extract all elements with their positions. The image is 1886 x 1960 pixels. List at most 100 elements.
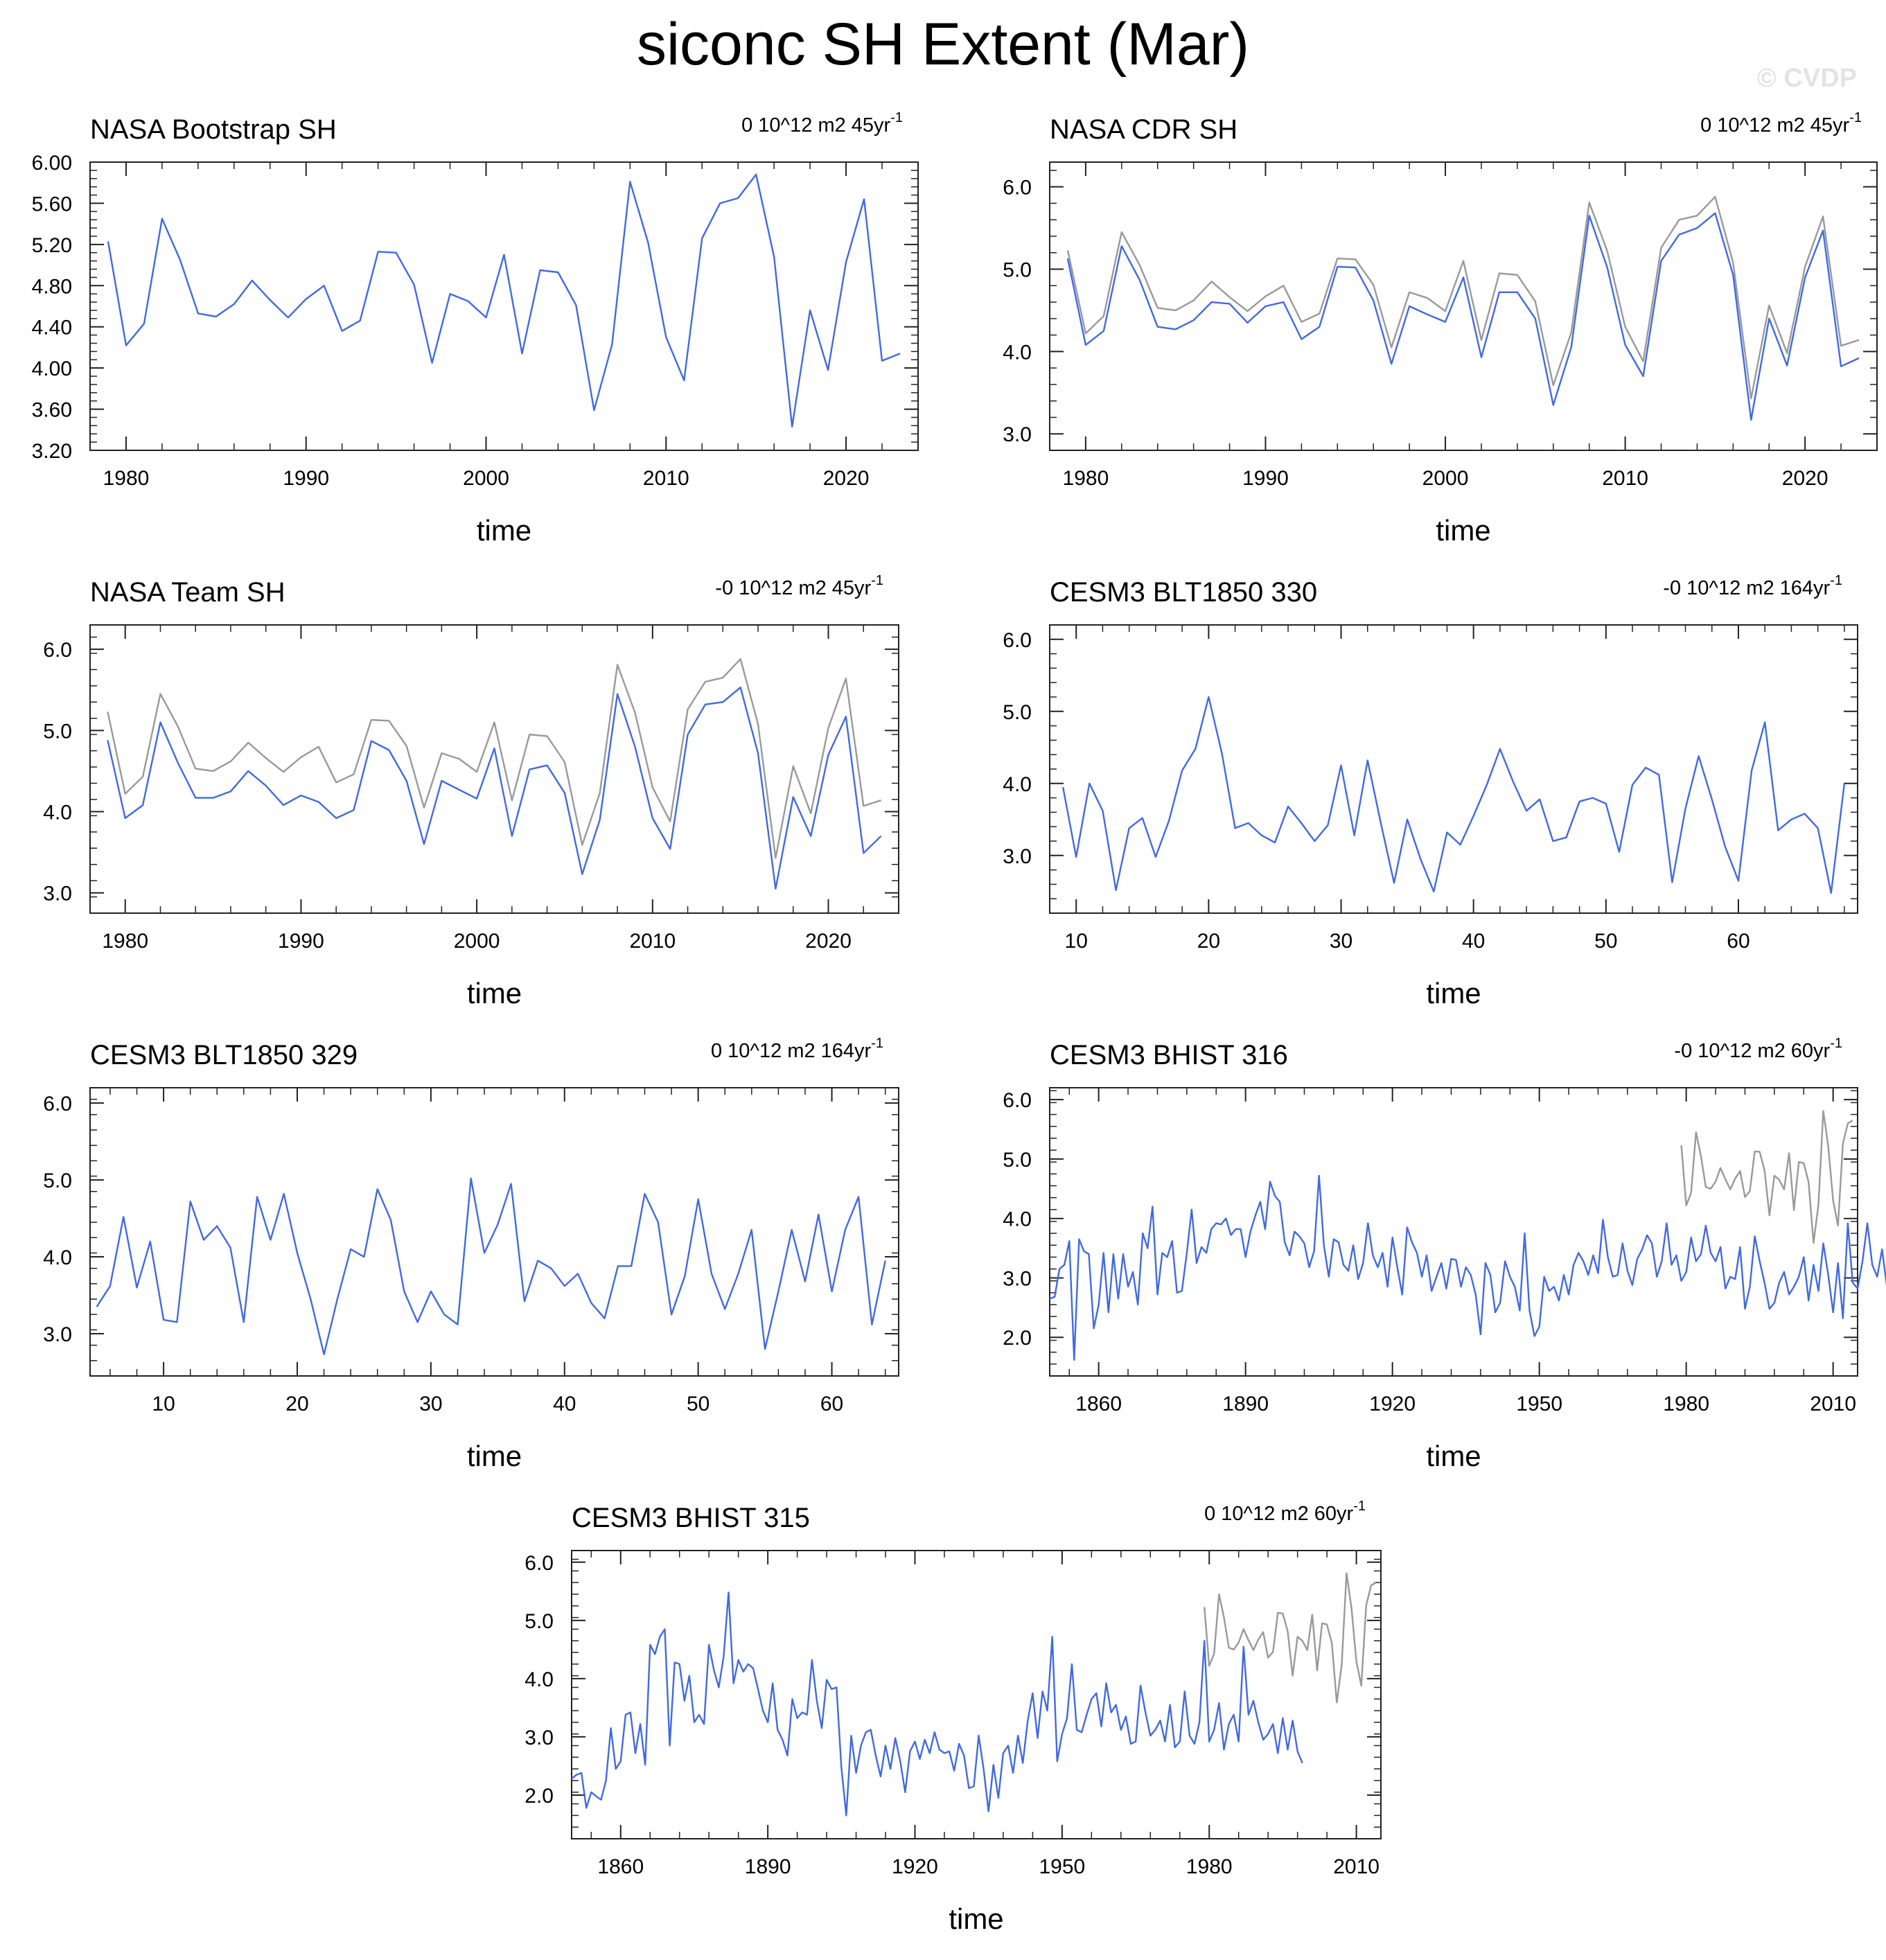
- series-line-model: [1066, 212, 1860, 421]
- trend-value: -0 10^12 m2 45yr: [715, 577, 871, 599]
- x-axis-label: time: [467, 1440, 522, 1472]
- series-line-observation: [1204, 1572, 1377, 1704]
- trend-label: 0 10^12 m2 45yr-1: [1700, 110, 1862, 136]
- x-tick-label: 2010: [629, 930, 676, 953]
- x-tick-label: 1980: [103, 467, 150, 490]
- y-tick-label: 5.0: [525, 1610, 554, 1633]
- plot-frame: [571, 1550, 1382, 1839]
- y-tick-label: 3.0: [43, 1323, 72, 1346]
- plot-frame: [89, 161, 919, 451]
- trend-exponent: -1: [871, 573, 883, 588]
- y-tick-label: 5.0: [43, 1169, 72, 1192]
- series-line-model: [107, 173, 901, 427]
- trend-label: 0 10^12 m2 45yr-1: [741, 110, 903, 136]
- trend-exponent: -1: [890, 110, 903, 125]
- panel-title: NASA CDR SH: [1050, 114, 1237, 145]
- x-tick-label: 2000: [1422, 467, 1469, 490]
- plot-frame: [89, 1087, 899, 1377]
- x-tick-label: 10: [152, 1393, 175, 1415]
- x-tick-label: 30: [1330, 930, 1352, 953]
- series-line-model: [1061, 696, 1846, 894]
- y-tick-label: 5.0: [43, 720, 72, 743]
- y-tick-label: 4.80: [32, 275, 72, 298]
- x-tick-label: 2020: [823, 467, 870, 490]
- y-tick-label: 4.40: [32, 317, 72, 339]
- plot-frame: [89, 624, 899, 914]
- trend-exponent: -1: [1353, 1499, 1366, 1514]
- y-tick-label: 3.0: [43, 883, 72, 906]
- x-axis-label: time: [1426, 977, 1481, 1009]
- series-line-model: [571, 1591, 1303, 1817]
- x-tick-label: 1990: [283, 467, 329, 490]
- x-axis-label: time: [1436, 514, 1490, 547]
- y-tick-label: 5.60: [32, 193, 72, 215]
- panel-title: CESM3 BLT1850 330: [1050, 577, 1317, 608]
- x-tick-label: 60: [820, 1393, 843, 1415]
- y-tick-label: 4.0: [43, 1246, 72, 1269]
- figure-title: siconc SH Extent (Mar): [636, 11, 1250, 78]
- y-tick-label: 5.0: [1003, 1149, 1032, 1172]
- y-tick-label: 4.0: [1003, 773, 1032, 796]
- y-tick-label: 6.0: [1003, 177, 1032, 200]
- x-axis-label: time: [949, 1902, 1003, 1935]
- x-tick-label: 2010: [1602, 467, 1648, 490]
- panel-title: CESM3 BHIST 315: [572, 1503, 810, 1533]
- panel-title: CESM3 BLT1850 329: [90, 1040, 358, 1070]
- x-axis-label: time: [477, 514, 531, 547]
- x-tick-label: 1860: [597, 1855, 644, 1878]
- series-line-observation: [107, 658, 881, 859]
- series-line-model: [1049, 1174, 1886, 1361]
- x-tick-label: 50: [1594, 930, 1617, 953]
- y-tick-label: 4.00: [32, 357, 72, 380]
- panel-title: NASA Team SH: [90, 577, 285, 608]
- trend-label: 0 10^12 m2 60yr-1: [1204, 1499, 1366, 1525]
- x-tick-label: 1980: [1663, 1393, 1709, 1415]
- x-tick-label: 40: [1462, 930, 1485, 953]
- y-tick-label: 5.0: [1003, 701, 1032, 724]
- x-tick-label: 1920: [1369, 1393, 1416, 1415]
- y-tick-label: 4.0: [525, 1668, 554, 1691]
- y-tick-label: 3.60: [32, 399, 72, 422]
- series-line-model: [96, 1177, 886, 1356]
- x-tick-label: 2000: [463, 467, 509, 490]
- x-tick-label: 1950: [1039, 1855, 1086, 1878]
- x-tick-label: 1990: [1242, 467, 1289, 490]
- x-tick-label: 10: [1065, 930, 1088, 953]
- panel-title: NASA Bootstrap SH: [90, 114, 337, 145]
- x-tick-label: 1890: [1222, 1393, 1269, 1415]
- x-axis-label: time: [467, 977, 522, 1009]
- y-tick-label: 4.0: [43, 802, 72, 824]
- trend-exponent: -1: [1849, 110, 1862, 125]
- trend-exponent: -1: [1830, 573, 1842, 588]
- y-tick-label: 3.0: [1003, 845, 1032, 868]
- y-tick-label: 5.20: [32, 234, 72, 257]
- trend-label: -0 10^12 m2 164yr-1: [1663, 573, 1842, 599]
- y-tick-label: 6.0: [525, 1552, 554, 1575]
- x-tick-label: 1950: [1516, 1393, 1562, 1415]
- x-tick-label: 20: [1197, 930, 1220, 953]
- x-tick-label: 20: [285, 1393, 308, 1415]
- x-tick-label: 30: [419, 1393, 442, 1415]
- y-tick-label: 6.0: [1003, 1089, 1032, 1112]
- y-tick-label: 2.0: [525, 1785, 554, 1808]
- plot-frame: [1049, 1087, 1858, 1377]
- series-line-observation: [1680, 1110, 1853, 1244]
- y-tick-label: 4.0: [1003, 341, 1032, 364]
- x-tick-label: 2020: [805, 930, 852, 953]
- series-line-observation: [1066, 195, 1860, 400]
- x-tick-label: 50: [687, 1393, 710, 1415]
- x-tick-label: 1990: [278, 930, 324, 953]
- y-tick-label: 3.20: [32, 440, 72, 463]
- y-tick-label: 5.0: [1003, 259, 1032, 282]
- cvdp-watermark: © CVDP: [1756, 64, 1857, 93]
- trend-value: 0 10^12 m2 60yr: [1204, 1503, 1353, 1525]
- x-tick-label: 1860: [1075, 1393, 1122, 1415]
- x-axis-label: time: [1426, 1440, 1481, 1472]
- trend-value: 0 10^12 m2 164yr: [711, 1040, 872, 1062]
- y-tick-label: 4.0: [1003, 1208, 1032, 1231]
